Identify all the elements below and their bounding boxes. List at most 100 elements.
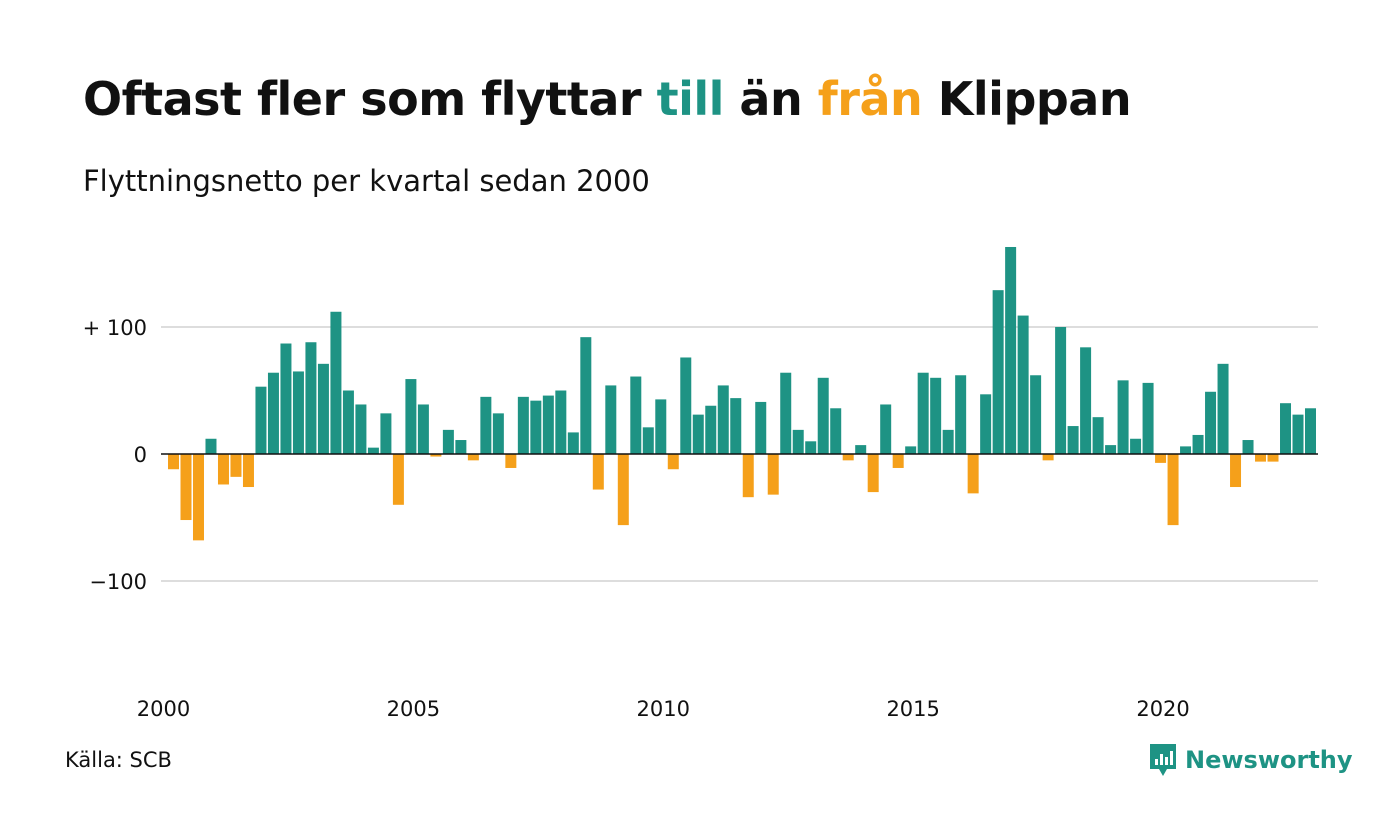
bar [955, 375, 967, 454]
bar [605, 385, 617, 454]
bar [180, 454, 192, 521]
bar [817, 377, 829, 454]
bar [630, 376, 642, 454]
logo-text: Newsworthy [1185, 746, 1353, 774]
bar [255, 386, 267, 454]
bar [1117, 380, 1129, 454]
bar [317, 363, 329, 454]
bar [1155, 454, 1167, 463]
x-tick-label: 2000 [137, 697, 190, 721]
bar [217, 454, 229, 485]
bar [830, 408, 842, 454]
bar [592, 454, 604, 490]
bar [305, 342, 317, 454]
bar [355, 404, 367, 454]
bar [767, 454, 779, 495]
bar [892, 454, 904, 468]
source-note: Källa: SCB [65, 748, 172, 772]
bar [1055, 327, 1067, 454]
bar [1305, 408, 1316, 454]
bar [205, 438, 217, 454]
bar [617, 454, 629, 526]
bar [530, 400, 542, 454]
y-tick-label: + 100 [83, 316, 147, 340]
bar [267, 372, 279, 454]
bar [1217, 363, 1229, 454]
bar [367, 447, 379, 454]
bar [417, 404, 429, 454]
bar [442, 429, 454, 454]
bar [517, 396, 529, 454]
bar [342, 390, 354, 454]
y-tick-label: −100 [89, 570, 147, 594]
bar [992, 290, 1004, 454]
bar [655, 399, 667, 454]
bar [467, 454, 479, 461]
x-tick-label: 2020 [1136, 697, 1189, 721]
bar [480, 396, 492, 454]
title-part-1: Oftast fler som flyttar [83, 72, 657, 126]
y-tick-label: 0 [134, 443, 147, 467]
bar [930, 377, 942, 454]
bar [967, 454, 979, 494]
bar [1067, 426, 1079, 454]
bar [542, 395, 554, 454]
bar [505, 454, 517, 468]
chart-title: Oftast fler som flyttar till än från Kli… [83, 72, 1132, 126]
bar [942, 429, 954, 454]
bar [1230, 454, 1242, 488]
bar [280, 343, 292, 454]
bar [192, 454, 204, 541]
bar [1142, 382, 1154, 454]
bar [842, 454, 854, 461]
bar [555, 390, 567, 454]
bar [567, 432, 579, 454]
bar [792, 429, 804, 454]
newsworthy-chart-icon [1150, 744, 1176, 776]
bar [705, 405, 717, 454]
title-highlight-till: till [656, 72, 725, 126]
bar-chart: + 100 0 −100 2000 2005 2010 2015 2020 [83, 246, 1318, 721]
title-part-5: Klippan [922, 72, 1132, 126]
bar [680, 357, 692, 454]
bar [1017, 315, 1029, 454]
bar [805, 441, 817, 454]
bar [392, 454, 404, 505]
bar [1292, 414, 1304, 454]
title-highlight-fran: från [817, 72, 923, 126]
bar [880, 404, 892, 454]
bar [330, 311, 342, 454]
bar [905, 446, 917, 454]
x-tick-label: 2015 [886, 697, 939, 721]
bar [242, 454, 254, 488]
bar [1180, 446, 1192, 454]
bar [1130, 438, 1142, 454]
bar [692, 414, 704, 454]
bar [580, 337, 592, 454]
x-tick-label: 2005 [387, 697, 440, 721]
bar [780, 372, 792, 454]
bar [1167, 454, 1179, 526]
bar [730, 398, 742, 454]
bar [855, 445, 867, 454]
bar [230, 454, 242, 477]
bar [717, 385, 729, 454]
bar [405, 379, 417, 454]
bar [667, 454, 679, 470]
bar [1092, 417, 1104, 454]
bar [755, 401, 767, 454]
bar [1192, 434, 1204, 454]
bar [1267, 454, 1279, 462]
bar [168, 454, 179, 470]
bar [917, 372, 929, 454]
title-part-3: än [723, 72, 818, 126]
x-tick-label: 2010 [637, 697, 690, 721]
bar [1080, 347, 1092, 454]
bar [455, 440, 467, 454]
bar [1205, 391, 1217, 454]
bar [1030, 375, 1042, 454]
bar [1005, 246, 1017, 454]
bar [492, 413, 504, 454]
bar [1042, 454, 1054, 461]
bar [867, 454, 879, 493]
